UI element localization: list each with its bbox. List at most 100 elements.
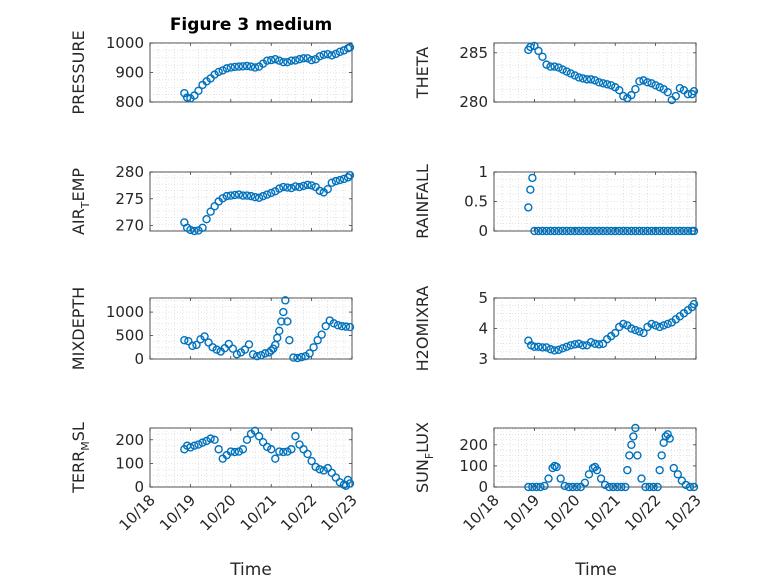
data-point: [218, 194, 227, 203]
data-point: [524, 203, 533, 212]
y-tick-label: 100: [459, 457, 488, 475]
data-point: [267, 188, 276, 198]
data-point: [556, 474, 565, 483]
data-point: [345, 43, 355, 52]
data-point: [275, 447, 284, 456]
data-point: [594, 226, 604, 236]
data-point: [327, 468, 336, 478]
data-point: [297, 352, 306, 362]
data-point: [615, 85, 624, 95]
data-point: [570, 71, 579, 80]
data-point: [248, 350, 258, 359]
data-point: [649, 482, 658, 492]
data-point: [250, 193, 260, 202]
data-point: [653, 482, 662, 492]
data-point: [574, 73, 584, 82]
data-point: [572, 482, 582, 492]
data-point: [307, 55, 316, 65]
data-point: [267, 346, 276, 355]
data-point: [546, 62, 555, 71]
data-point: [625, 451, 634, 460]
data-point: [546, 226, 555, 236]
data-point: [534, 226, 543, 236]
data-point: [317, 330, 326, 339]
data-point: [206, 207, 215, 216]
data-point: [663, 226, 672, 236]
data-point: [627, 90, 636, 100]
data-point: [558, 65, 567, 74]
data-point: [206, 434, 215, 443]
data-point: [234, 190, 244, 199]
data-point: [307, 181, 316, 190]
data-point: [584, 470, 594, 479]
data-point: [200, 332, 209, 341]
y-tick-label: 270: [115, 217, 144, 235]
subplot-theta: 280 285 THETA: [413, 41, 699, 111]
data-point: [279, 182, 288, 192]
y-tick-label: 0: [134, 478, 144, 496]
data-point: [548, 463, 557, 473]
data-point: [345, 171, 355, 180]
x-tick-label: 10/22: [277, 491, 320, 534]
data-point: [186, 225, 195, 235]
data-point: [303, 54, 312, 63]
data-point: [675, 84, 685, 93]
data-point: [655, 226, 664, 236]
data-point: [198, 438, 207, 447]
data-point: [540, 481, 549, 491]
data-point: [621, 482, 630, 492]
data-point: [333, 321, 343, 330]
y-tick-label: 900: [115, 64, 144, 82]
data-point: [631, 423, 640, 433]
data-point: [659, 321, 668, 330]
data-point: [194, 440, 203, 449]
data-point: [315, 186, 324, 195]
data-point: [586, 75, 596, 84]
data-point: [343, 173, 353, 182]
data-point: [590, 76, 600, 85]
data-point: [271, 55, 280, 64]
axes-box: [493, 42, 697, 103]
data-point: [279, 57, 288, 67]
y-tick-label: 0: [134, 350, 144, 368]
data-point: [647, 226, 656, 236]
data-point: [532, 482, 541, 492]
data-point: [631, 226, 640, 236]
data-point: [250, 426, 260, 436]
data-point: [586, 338, 596, 347]
data-point: [242, 191, 252, 200]
data-point: [655, 322, 664, 332]
y-tick-label: 1: [478, 163, 488, 181]
data-point: [315, 465, 324, 474]
data-point: [580, 478, 590, 487]
data-point: [254, 193, 264, 202]
data-point: [323, 463, 332, 473]
data-point: [562, 342, 571, 351]
data-point: [289, 353, 298, 362]
data-point: [230, 62, 240, 72]
data-point: [190, 441, 199, 450]
data-point: [675, 226, 685, 236]
data-point: [295, 55, 304, 64]
data-point: [210, 435, 219, 444]
data-point: [564, 482, 573, 492]
data-point: [592, 465, 602, 475]
data-point: [335, 175, 345, 185]
data-point: [671, 226, 680, 236]
x-tick-label: 10/19: [156, 491, 199, 534]
y-tick-label: 285: [459, 44, 488, 62]
data-point: [574, 226, 584, 236]
data-point: [641, 482, 650, 492]
data-point: [639, 76, 648, 85]
data-point: [617, 482, 626, 492]
data-point: [554, 226, 563, 236]
subplot-mixdepth: 0 500 1000 MIXDEPTH: [69, 287, 355, 370]
data-point: [669, 463, 678, 473]
data-point: [643, 226, 652, 236]
data-point: [627, 324, 636, 333]
data-point: [291, 182, 300, 191]
y-tick-label: 1000: [106, 34, 144, 52]
x-tick-label: 10/22: [621, 491, 664, 534]
data-point: [190, 91, 199, 100]
